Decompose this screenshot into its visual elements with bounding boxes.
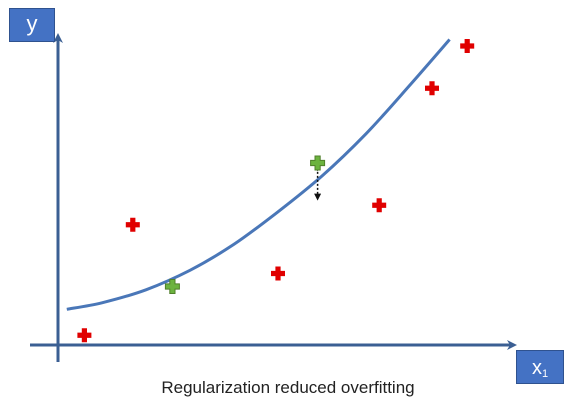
points-layer <box>77 39 475 343</box>
train-point <box>77 328 92 343</box>
train-point <box>271 266 285 281</box>
y-axis-label: y <box>9 8 55 42</box>
train-point <box>460 39 475 53</box>
train-point <box>425 81 439 96</box>
x-axis-label-main: x <box>531 357 542 379</box>
fit-curve <box>66 38 451 311</box>
chart-caption: Regularization reduced overfitting <box>161 378 415 397</box>
train-point <box>125 217 140 232</box>
test-point <box>164 279 180 294</box>
x-axis-label: x1 <box>516 350 564 384</box>
x-axis-label-subscript: 1 <box>541 368 549 380</box>
train-point <box>372 198 387 213</box>
test-point <box>310 155 326 171</box>
